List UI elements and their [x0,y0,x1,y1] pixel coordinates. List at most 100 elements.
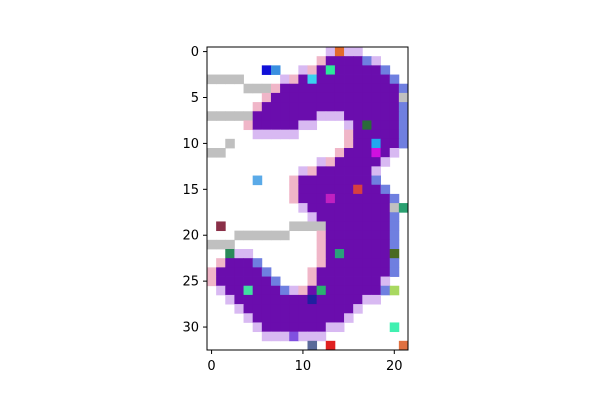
pixel-cell [326,322,336,332]
pixel-cell [317,203,327,213]
x-tick-label: 20 [386,359,403,374]
pixel-cell [344,120,354,130]
pixel-cell [335,203,345,213]
pixel-cell [344,249,354,259]
pixel-cell [381,258,391,268]
pixel-cell [335,176,345,186]
pixel-cell [326,166,336,176]
pixel-cell [298,65,308,75]
pixel-cell [344,111,354,121]
pixel-cell [335,240,345,250]
pixel-cell [317,194,327,204]
pixel-cell [308,304,318,314]
pixel-cell [344,176,354,186]
pixel-cell [262,111,272,121]
pixel-cell [390,102,400,112]
pixel-cell [244,111,254,121]
pixel-cell [362,102,372,112]
pixel-cell [271,332,281,342]
pixel-cell [298,120,308,130]
pixel-cell [335,313,345,323]
x-tick-label: 10 [295,359,312,374]
pixel-cell [234,267,244,277]
pixel-cell [381,139,391,149]
pixel-cell [271,277,281,287]
pixel-cell [353,166,363,176]
pixel-cell [244,84,254,94]
pixel-cell [390,267,400,277]
pixel-cell [225,75,235,85]
pixel-cell [225,139,235,149]
pixel-cell [262,295,272,305]
pixel-cell [353,231,363,241]
pixel-cell [381,194,391,204]
pixel-cell [234,286,244,296]
pixel-cell [326,176,336,186]
pixel-cell [344,203,354,213]
pixel-cell [308,341,318,351]
pixel-cell [298,185,308,195]
pixel-cell [326,56,336,66]
pixel-cell [353,93,363,103]
pixel-cell [326,304,336,314]
pixel-cell [326,277,336,287]
pixel-cell [353,65,363,75]
pixel-cell [271,286,281,296]
pixel-cell [371,258,381,268]
pixel-cell [280,313,290,323]
pixel-cell [317,286,327,296]
pixel-cell [390,130,400,140]
pixel-cell [326,249,336,259]
pixel-cell [262,231,272,241]
y-tick-label: 0 [191,45,199,60]
pixel-cell [253,267,263,277]
pixel-cell [225,286,235,296]
pixel-cell [344,47,354,57]
pixel-cell [353,267,363,277]
pixel-cell [317,65,327,75]
pixel-cell [362,56,372,66]
pixel-cell [207,111,217,121]
pixel-cell [216,277,226,287]
pixel-cell [216,75,226,85]
pixel-cell [362,111,372,121]
pixel-cell [317,332,327,342]
pixel-cell [280,304,290,314]
pixel-cell [225,240,235,250]
pixel-cell [280,84,290,94]
pixel-cell [244,304,254,314]
pixel-cell [335,258,345,268]
pixel-cell [326,313,336,323]
pixel-cell [362,249,372,259]
pixel-cell [381,130,391,140]
pixel-cell [344,75,354,85]
pixel-cell [399,341,409,351]
pixel-cell [390,231,400,241]
pixel-cell [371,139,381,149]
pixel-cell [280,130,290,140]
pixel-cell [280,93,290,103]
y-tick-label: 25 [182,275,199,290]
pixel-cell [289,93,299,103]
pixel-cell [335,65,345,75]
pixel-cell [381,221,391,231]
pixel-cell [289,176,299,186]
pixel-cell [362,157,372,167]
pixel-cell [335,157,345,167]
pixel-cell [234,258,244,268]
pixel-cell [244,286,254,296]
pixel-cell [371,130,381,140]
pixel-cell [317,258,327,268]
pixel-cell [353,84,363,94]
pixel-cell [344,130,354,140]
pixel-cell [289,84,299,94]
pixel-cell [225,111,235,121]
pixel-cell [353,56,363,66]
pixel-cell [335,212,345,222]
pixel-cell [371,203,381,213]
pixel-cell [298,295,308,305]
pixel-cell [308,102,318,112]
pixel-cell [371,56,381,66]
pixel-cell [362,130,372,140]
pixel-cell [353,258,363,268]
